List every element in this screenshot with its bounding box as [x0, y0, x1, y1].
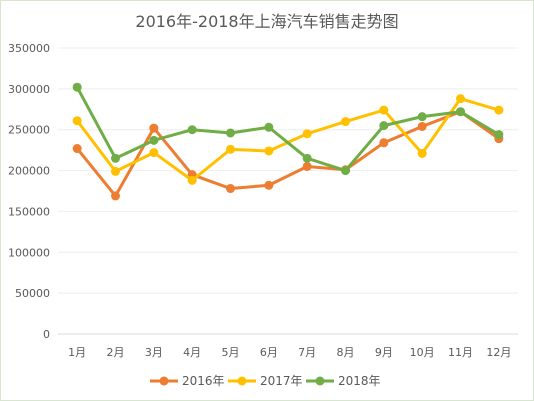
- series-line: [76, 110, 500, 198]
- data-point: [111, 153, 120, 163]
- x-tick-label: 1月: [68, 346, 86, 359]
- legend-swatch-marker: [159, 376, 169, 386]
- y-axis-ticks: 0 50000 100000 150000 200000 250000 300000 3500…: [8, 42, 50, 341]
- data-point: [341, 117, 350, 127]
- series-2: [72, 94, 504, 185]
- x-tick-label: 12月: [486, 346, 511, 359]
- chart-title: 2016年-2018年上海汽车销售走势图: [135, 12, 399, 31]
- data-point: [187, 125, 197, 135]
- series-lines: [72, 82, 504, 201]
- data-point: [264, 122, 274, 132]
- data-point: [494, 130, 504, 140]
- y-tick-label: 200000: [8, 165, 50, 178]
- x-tick-label: 9月: [375, 346, 393, 359]
- x-tick-label: 10月: [410, 346, 435, 359]
- legend-label: 2017年: [260, 374, 303, 388]
- data-point: [379, 138, 389, 148]
- data-point: [264, 146, 274, 156]
- data-point: [379, 105, 389, 115]
- x-tick-label: 8月: [337, 346, 355, 359]
- x-tick-label: 2月: [107, 346, 125, 359]
- legend-swatch-marker: [237, 376, 247, 386]
- y-tick-label: 300000: [8, 83, 50, 96]
- data-point: [72, 116, 82, 126]
- grid-lines: [58, 47, 518, 335]
- data-point: [456, 94, 465, 104]
- y-tick-label: 0: [43, 328, 50, 341]
- data-point: [149, 148, 159, 158]
- series-line: [75, 86, 500, 173]
- data-point: [302, 161, 312, 171]
- y-tick-label: 50000: [15, 287, 50, 300]
- data-point: [341, 166, 350, 176]
- x-tick-label: 4月: [183, 346, 201, 359]
- data-point: [111, 166, 120, 176]
- data-point: [187, 175, 197, 185]
- data-point: [379, 121, 389, 131]
- series-3: [72, 82, 504, 176]
- legend-swatch-marker: [315, 376, 325, 386]
- x-tick-label: 11月: [448, 346, 473, 359]
- data-point: [417, 112, 427, 122]
- series-1: [72, 107, 504, 201]
- legend-label: 2016年: [182, 374, 225, 388]
- legend-label: 2018年: [338, 374, 381, 388]
- data-point: [72, 82, 82, 92]
- data-point: [456, 107, 465, 117]
- x-tick-label: 7月: [298, 346, 316, 359]
- x-tick-label: 5月: [222, 346, 240, 359]
- x-axis-ticks: 1月 2月 3月 4月 5月 6月 7月 8月 9月 10月 11月 12月: [68, 346, 511, 359]
- data-point: [149, 135, 159, 145]
- data-point: [302, 153, 312, 163]
- y-tick-label: 100000: [8, 246, 50, 259]
- y-tick-label: 150000: [8, 205, 50, 218]
- data-point: [302, 129, 312, 139]
- x-tick-label: 6月: [260, 346, 278, 359]
- data-point: [72, 144, 82, 154]
- series-line: [75, 97, 500, 182]
- data-point: [149, 123, 159, 133]
- data-point: [417, 121, 427, 131]
- data-point: [494, 105, 504, 115]
- x-tick-label: 3月: [145, 346, 163, 359]
- data-point: [226, 128, 235, 138]
- legend: 2016年 2017年 2018年: [150, 374, 381, 388]
- y-tick-label: 350000: [8, 42, 50, 55]
- data-point: [417, 148, 427, 158]
- data-point: [226, 184, 235, 194]
- data-point: [226, 144, 235, 154]
- data-point: [264, 180, 274, 190]
- y-tick-label: 250000: [8, 124, 50, 137]
- data-point: [111, 191, 120, 201]
